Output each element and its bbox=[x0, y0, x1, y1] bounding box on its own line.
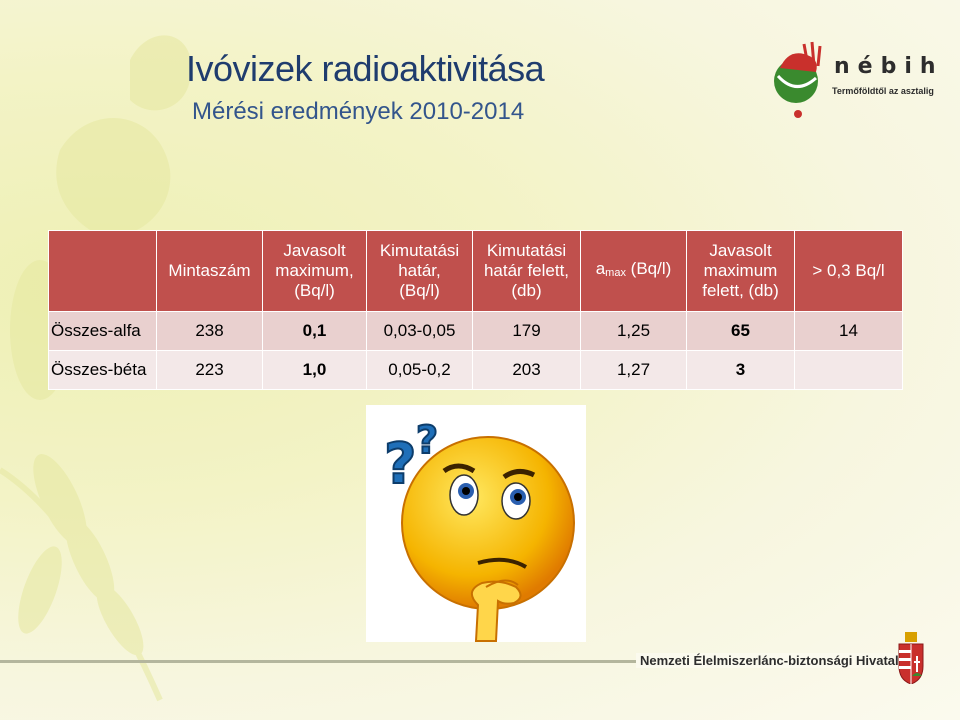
thinking-smiley-icon: ? ? bbox=[383, 417, 575, 642]
header-line: Kimutatási bbox=[379, 241, 460, 260]
header-line: Javasolt bbox=[709, 241, 772, 260]
results-table: Mintaszám Javasolt maximum, (Bq/l) Kimut… bbox=[48, 230, 903, 390]
cell-over-threshold: 14 bbox=[794, 311, 903, 351]
header-kimutatasi-hatar: Kimutatási határ, (Bq/l) bbox=[366, 230, 473, 312]
header-amax-symbol: a bbox=[595, 259, 606, 278]
header-maximum-felett: Javasolt maximum felett, (db) bbox=[686, 230, 795, 312]
header-empty-cell bbox=[48, 230, 157, 312]
table-row: Összes-alfa 238 0,1 0,03-0,05 179 1,25 6… bbox=[48, 311, 903, 351]
cell-mintaszam: 238 bbox=[156, 311, 263, 351]
cell-hatar-felett: 203 bbox=[472, 350, 581, 390]
footer-institution: Nemzeti Élelmiszerlánc-biztonsági Hivata… bbox=[636, 653, 903, 668]
thinking-smiley-image: ? ? bbox=[366, 405, 586, 642]
slide-title: Ivóvizek radioaktivitása bbox=[186, 48, 545, 89]
header-hatar-felett: Kimutatási határ felett, (db) bbox=[472, 230, 581, 312]
row-label: Összes-béta bbox=[48, 350, 157, 390]
header-line: maximum bbox=[703, 261, 778, 280]
logo-tagline: Termőföldtől az asztalig bbox=[832, 86, 934, 96]
header-line: határ felett, bbox=[483, 261, 570, 280]
row-label: Összes-alfa bbox=[48, 311, 157, 351]
cell-kimutatasi-hatar: 0,03-0,05 bbox=[366, 311, 473, 351]
footer-divider bbox=[0, 660, 890, 663]
logo-wordmark: nébih bbox=[834, 54, 944, 79]
header-amax-unit: (Bq/l) bbox=[625, 259, 672, 278]
header-javasolt-maximum: Javasolt maximum, (Bq/l) bbox=[262, 230, 367, 312]
header-a-max: amax (Bq/l) bbox=[580, 230, 687, 312]
hungarian-coat-of-arms-icon bbox=[898, 632, 924, 684]
cell-maximum-felett: 65 bbox=[686, 311, 795, 351]
header-amax-subscript: max bbox=[605, 267, 626, 279]
cell-over-threshold bbox=[794, 350, 903, 390]
nebih-logo: nébih Termőföldtől az asztalig bbox=[768, 36, 948, 136]
cell-kimutatasi-hatar: 0,05-0,2 bbox=[366, 350, 473, 390]
cell-javasolt-max: 0,1 bbox=[262, 311, 367, 351]
table-row: Összes-béta 223 1,0 0,05-0,2 203 1,27 3 bbox=[48, 350, 903, 390]
header-line: határ, bbox=[398, 261, 441, 280]
header-line: maximum, bbox=[275, 261, 354, 280]
header-line: Javasolt bbox=[283, 241, 346, 260]
slide-subtitle: Mérési eredmények 2010-2014 bbox=[192, 98, 525, 125]
cell-maximum-felett: 3 bbox=[686, 350, 795, 390]
cell-a-max: 1,27 bbox=[580, 350, 687, 390]
header-mintaszam: Mintaszám bbox=[156, 230, 263, 312]
header-line: (Bq/l) bbox=[399, 281, 440, 300]
cell-hatar-felett: 179 bbox=[472, 311, 581, 351]
table-header-row: Mintaszám Javasolt maximum, (Bq/l) Kimut… bbox=[48, 230, 903, 312]
svg-text:?: ? bbox=[416, 418, 438, 462]
header-line: (db) bbox=[511, 281, 542, 300]
header-line: Kimutatási bbox=[486, 241, 567, 260]
cell-mintaszam: 223 bbox=[156, 350, 263, 390]
nebih-logo-icon bbox=[774, 41, 822, 118]
cell-a-max: 1,25 bbox=[580, 311, 687, 351]
header-over-threshold: > 0,3 Bq/l bbox=[794, 230, 903, 312]
cell-javasolt-max: 1,0 bbox=[262, 350, 367, 390]
header-line: (Bq/l) bbox=[294, 281, 335, 300]
header-line: felett, (db) bbox=[702, 281, 779, 300]
